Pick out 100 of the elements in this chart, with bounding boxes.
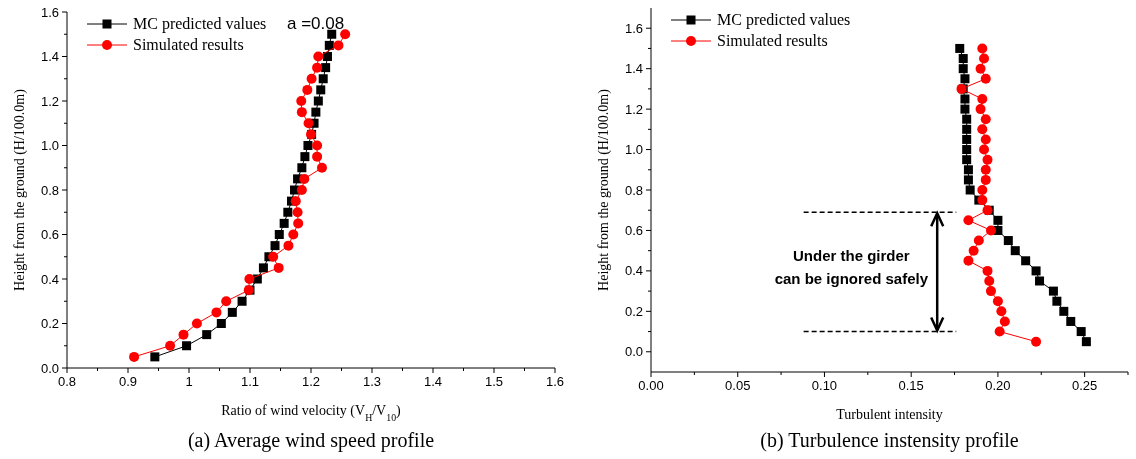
point: [975, 104, 986, 115]
point: [982, 265, 993, 276]
point: [977, 94, 988, 104]
point: [290, 196, 301, 207]
x-tick-label: 0.05: [725, 378, 751, 393]
point: [985, 225, 996, 236]
point: [303, 141, 313, 150]
point: [1081, 337, 1091, 347]
x-tick-label: 0.25: [1071, 378, 1098, 393]
point: [340, 29, 351, 40]
y-tick-label: 0.6: [40, 227, 59, 242]
point: [1021, 256, 1031, 266]
y-tick-label: 1.2: [624, 101, 643, 117]
point: [322, 52, 332, 61]
point: [960, 74, 970, 84]
y-tick-label: 0.2: [40, 316, 59, 331]
point: [1003, 236, 1013, 246]
point: [312, 140, 323, 151]
y-axis-title: Height from the ground (H/100.0m): [596, 88, 612, 291]
y-tick-label: 1.2: [40, 93, 59, 109]
point: [994, 326, 1005, 337]
point: [313, 51, 324, 62]
text: (b) Turbulence instensity profile: [760, 429, 1019, 452]
point: [977, 124, 988, 135]
point: [979, 53, 990, 64]
point: [962, 114, 972, 124]
point: [312, 62, 323, 73]
point: [216, 319, 226, 328]
x-tick-label: 1.3: [362, 374, 382, 389]
y-tick-label: 0.4: [40, 271, 59, 287]
x-tick-label: 1.4: [423, 374, 443, 389]
y-tick-label: 1.6: [40, 4, 59, 20]
point: [962, 124, 972, 134]
x-tick-label: 0.10: [811, 378, 838, 393]
point: [129, 351, 140, 362]
point: [296, 185, 307, 195]
x-tick-label: 1.2: [301, 374, 321, 389]
point: [1031, 336, 1042, 347]
point: [958, 54, 968, 64]
point: [299, 173, 310, 184]
legend-label: Simulated results: [133, 36, 244, 53]
point: [996, 306, 1007, 317]
point: [292, 207, 303, 218]
point: [296, 96, 307, 106]
point: [1076, 327, 1086, 337]
point: [979, 144, 990, 155]
point: [982, 154, 993, 165]
point: [333, 40, 344, 51]
point: [963, 215, 974, 226]
y-tick-label: 1.0: [624, 142, 643, 158]
point: [237, 296, 247, 306]
point: [975, 63, 986, 74]
point: [270, 241, 280, 251]
point: [182, 341, 192, 351]
y-tick-label: 1.4: [40, 49, 59, 64]
x-tick-label: 0.00: [638, 378, 664, 393]
point: [958, 64, 968, 74]
point: [321, 63, 331, 73]
point: [963, 255, 974, 266]
point: [300, 152, 310, 162]
point: [324, 40, 334, 50]
point: [297, 163, 307, 173]
point: [980, 134, 991, 145]
text: (a) Average wind speed profile: [187, 429, 435, 452]
point: [962, 145, 972, 155]
y-tick-label: 1.6: [624, 20, 643, 36]
point: [985, 286, 996, 297]
legend-label: Simulated results: [717, 32, 828, 49]
x-tick-label: 0.15: [898, 378, 924, 393]
point: [963, 165, 973, 175]
point: [178, 329, 189, 340]
point: [980, 114, 991, 125]
point: [273, 262, 284, 273]
point: [150, 352, 160, 362]
point: [211, 307, 222, 318]
x-tick-label: 0.9: [118, 374, 138, 389]
point: [980, 174, 991, 185]
point: [165, 340, 176, 351]
point: [999, 316, 1010, 327]
point: [955, 43, 965, 53]
point: [274, 230, 284, 239]
point: [318, 74, 328, 84]
y-tick-label: 0.4: [624, 263, 643, 279]
y-tick-label: 1.0: [40, 138, 59, 153]
point: [313, 96, 323, 106]
point: [1035, 276, 1045, 286]
point: [316, 85, 326, 95]
point: [977, 185, 988, 195]
point: [221, 296, 232, 307]
x-tick-label: 1: [185, 374, 193, 389]
point: [306, 73, 317, 84]
y-axis-title: Height from the ground (H/100.0m): [12, 88, 28, 291]
point: [316, 162, 327, 173]
point: [191, 318, 202, 329]
x-tick-label: 0.20: [985, 378, 1011, 393]
point: [980, 73, 991, 84]
point: [984, 276, 995, 286]
point: [288, 229, 299, 240]
y-tick-label: 0.0: [624, 344, 643, 360]
point: [302, 84, 313, 95]
